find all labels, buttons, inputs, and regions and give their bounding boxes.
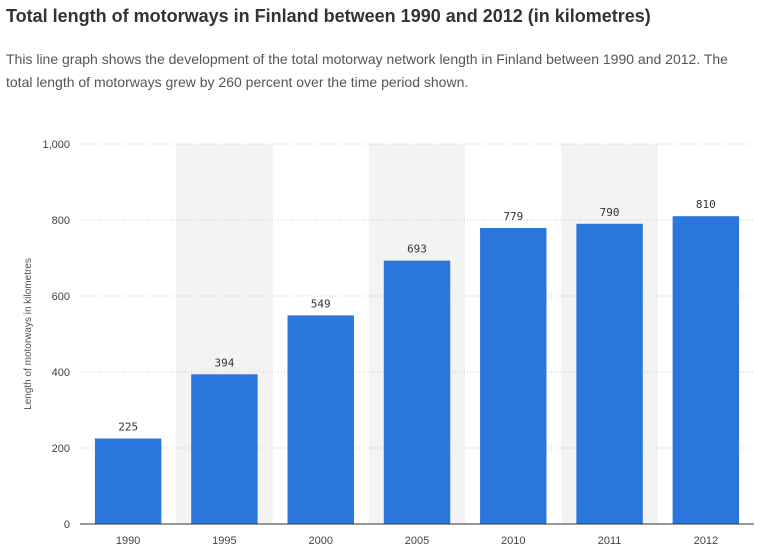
chart-title: Total length of motorways in Finland bet… bbox=[6, 6, 651, 26]
bar bbox=[94, 438, 162, 524]
data-labels: 225 394 549 693 779 790 810 bbox=[118, 198, 716, 433]
x-tick-label: 1990 bbox=[116, 535, 140, 547]
bar bbox=[576, 223, 643, 525]
x-tick-label: 2012 bbox=[694, 535, 718, 547]
bar bbox=[480, 227, 547, 525]
y-tick-label: 200 bbox=[52, 443, 70, 455]
y-tick-label: 400 bbox=[52, 367, 70, 379]
x-tick-label: 2011 bbox=[598, 535, 622, 547]
x-tick-label: 2010 bbox=[501, 535, 525, 547]
data-label: 394 bbox=[214, 356, 234, 369]
y-tick-label: 800 bbox=[52, 215, 70, 227]
data-label: 779 bbox=[503, 210, 523, 223]
x-tick-label: 1995 bbox=[212, 535, 236, 547]
y-tick-label: 1,000 bbox=[42, 139, 70, 151]
chart-description: This line graph shows the development of… bbox=[6, 51, 728, 90]
y-axis-label: Length of motorways in kilometres bbox=[23, 258, 34, 410]
y-tick-label: 0 bbox=[64, 519, 70, 531]
bar bbox=[672, 216, 740, 524]
x-tick-label: 2000 bbox=[308, 535, 332, 547]
bars bbox=[94, 216, 740, 525]
y-axis-ticks: 0 200 400 600 800 1,000 bbox=[42, 139, 70, 531]
bar bbox=[287, 315, 354, 524]
x-axis-ticks: 1990 1995 2000 2005 2010 2011 2012 bbox=[116, 535, 718, 547]
bar bbox=[383, 260, 451, 524]
data-label: 225 bbox=[118, 421, 138, 434]
data-label: 693 bbox=[407, 243, 427, 256]
data-label: 549 bbox=[311, 297, 331, 310]
y-tick-label: 600 bbox=[52, 291, 70, 303]
data-label: 810 bbox=[696, 198, 716, 211]
data-label: 790 bbox=[600, 206, 620, 219]
bar bbox=[191, 374, 258, 524]
x-tick-label: 2005 bbox=[405, 535, 429, 547]
